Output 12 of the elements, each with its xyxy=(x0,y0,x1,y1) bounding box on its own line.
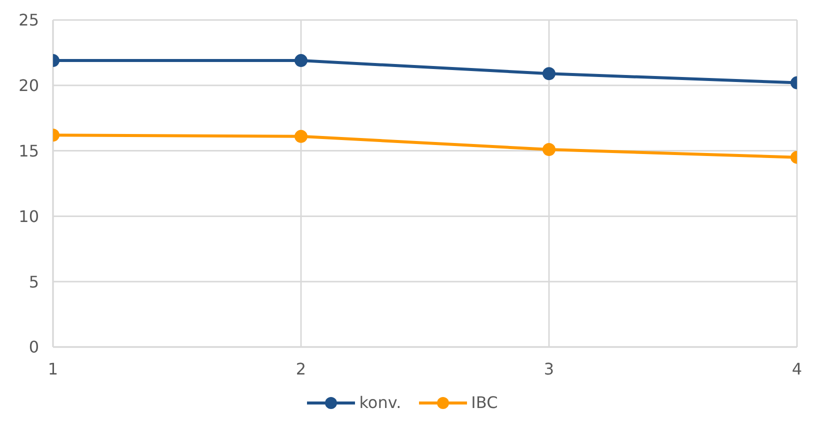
x-tick-label: 4 xyxy=(792,359,802,378)
y-tick-label: 5 xyxy=(28,272,39,292)
y-tick-label: 0 xyxy=(28,338,39,357)
y-tick-label: 10 xyxy=(18,206,39,226)
y-tick-label: 20 xyxy=(18,76,39,96)
x-tick-label: 1 xyxy=(48,359,58,378)
x-tick-label: 2 xyxy=(296,359,306,378)
legend-label: IBC xyxy=(471,393,498,412)
y-tick-label: 15 xyxy=(18,141,39,160)
legend-label: konv. xyxy=(359,393,402,412)
x-tick-label: 3 xyxy=(544,359,554,378)
y-tick-label: 25 xyxy=(18,10,39,30)
